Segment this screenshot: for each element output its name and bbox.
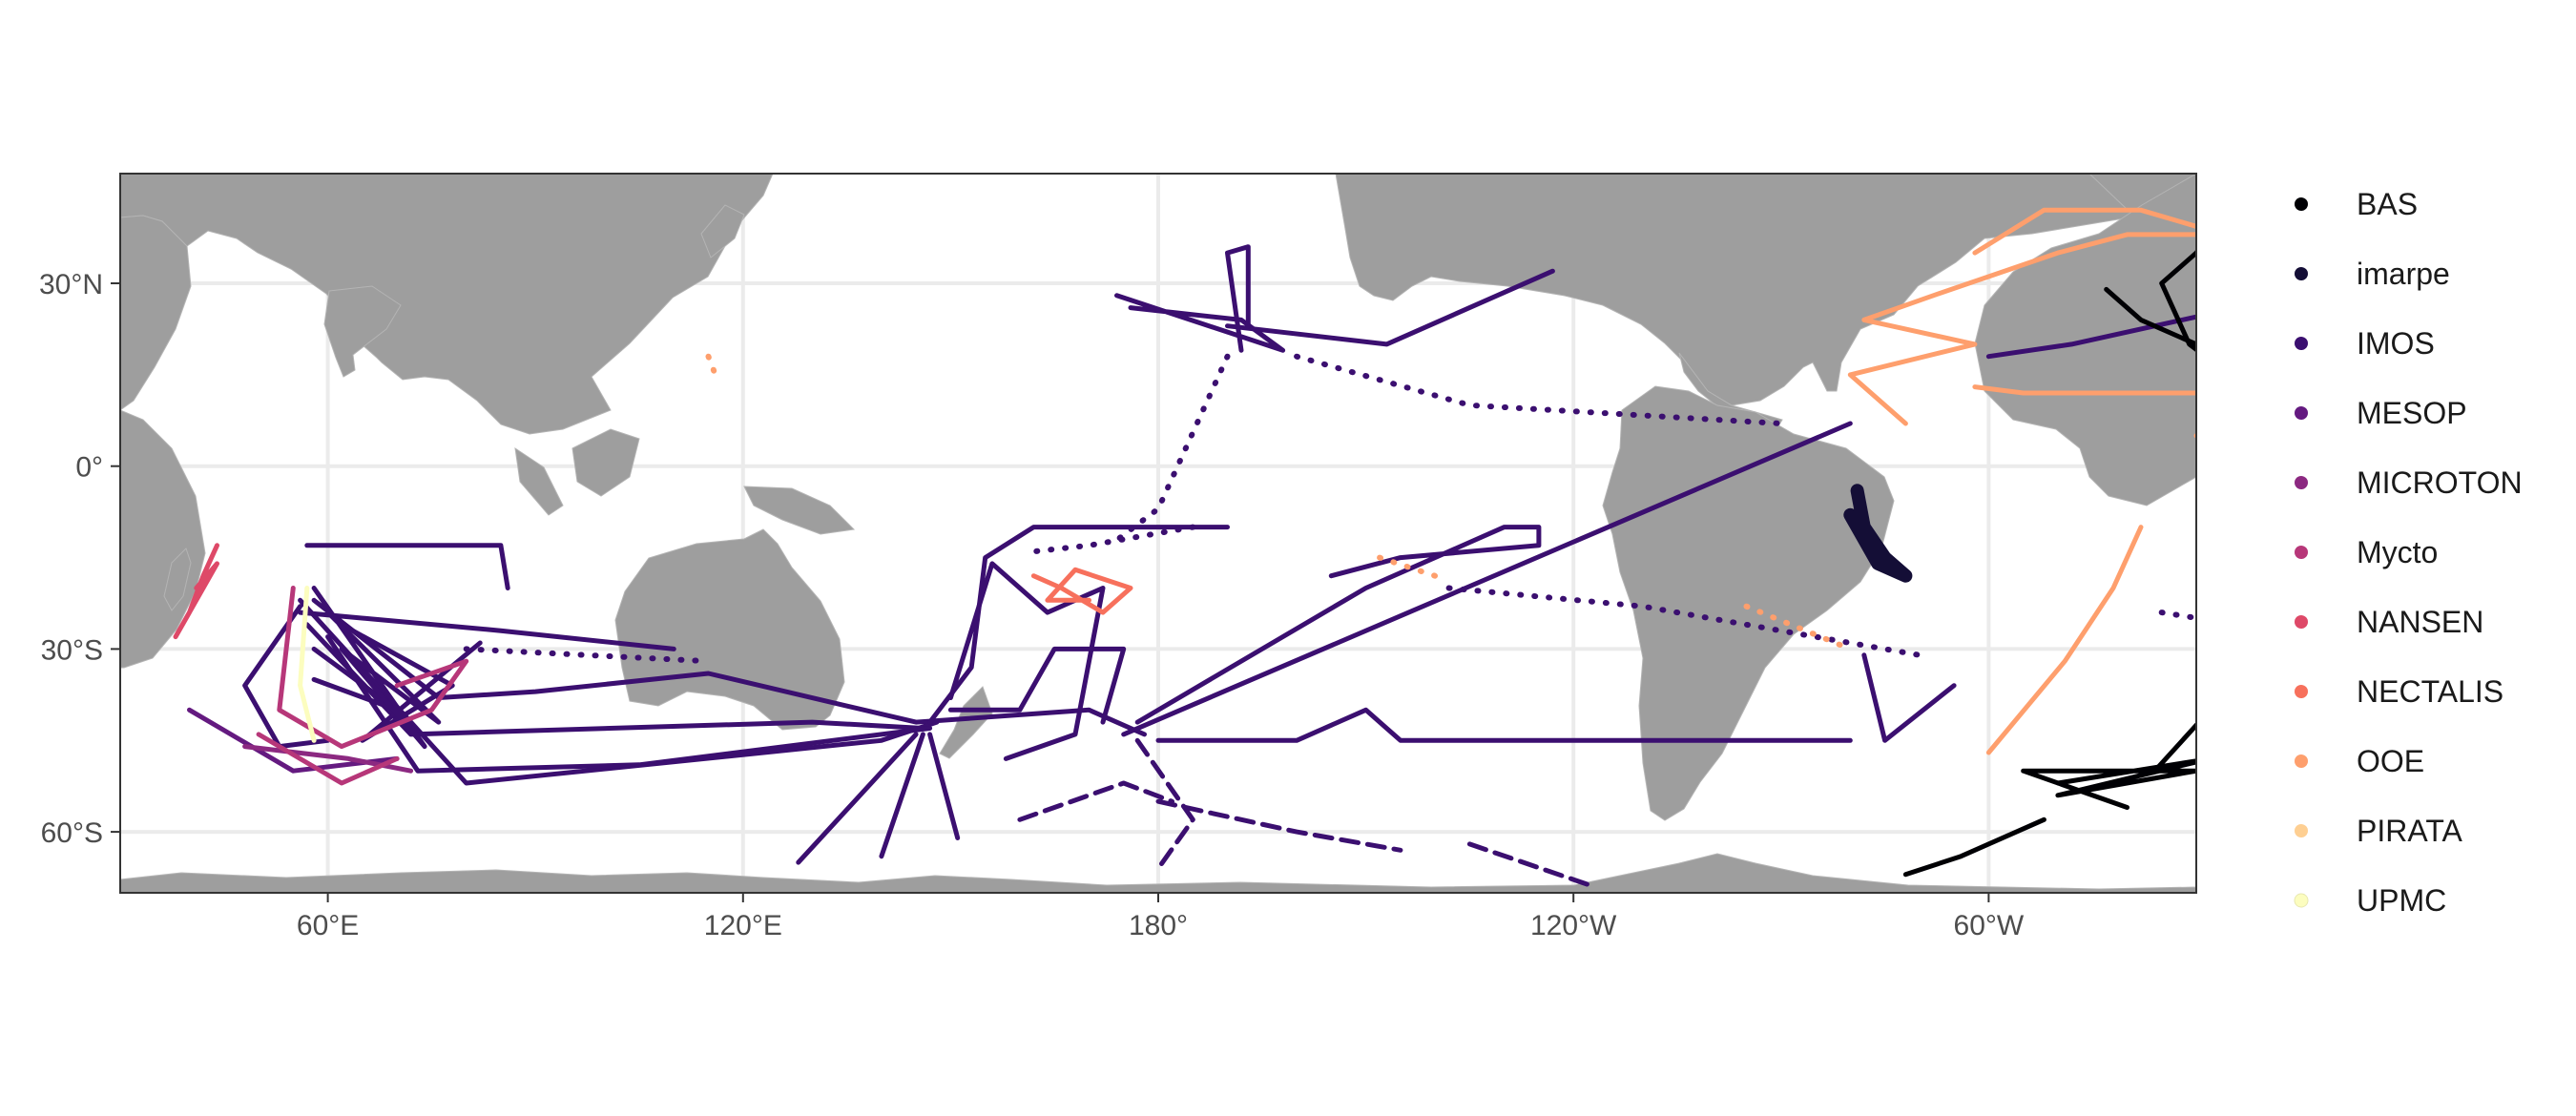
x-tick-label: 120°E <box>704 910 782 941</box>
track-nansen <box>173 543 219 640</box>
y-tick-label: 0° <box>75 452 103 484</box>
legend-label-upmc: UPMC <box>2357 883 2446 918</box>
track-imos <box>1107 353 1231 548</box>
track-imos <box>1466 841 1597 890</box>
y-tick-label: 60°S <box>41 817 103 849</box>
land-layer <box>120 174 2196 893</box>
x-tick-label: 120°W <box>1530 910 1617 941</box>
land-asia <box>120 174 774 435</box>
x-axis: 60°E 120°E 180° 120°W 60°W <box>297 893 2025 941</box>
legend-key-imarpe <box>2295 267 2308 280</box>
legend-label-mycto: Mycto <box>2357 535 2438 569</box>
y-tick-label: 30°S <box>41 634 103 666</box>
legend-label-imarpe: imarpe <box>2357 257 2450 291</box>
track-imarpe <box>1843 484 1913 583</box>
legend-key-pirata <box>2295 824 2308 837</box>
land-arabia-india <box>120 215 192 411</box>
track-ooe <box>1743 603 1854 652</box>
legend-label-pirata: PIRATA <box>2357 814 2462 848</box>
track-bas <box>2021 758 2196 810</box>
track-ooe <box>1847 232 2196 426</box>
legend-key-nectalis <box>2295 685 2308 698</box>
legend-label-imos: IMOS <box>2357 326 2435 361</box>
track-bas <box>2104 286 2196 347</box>
legend-label-mesop: MESOP <box>2357 396 2467 430</box>
track-ooe <box>1377 554 1439 579</box>
track-imos <box>298 610 676 651</box>
land-new-zealand <box>939 686 993 759</box>
track-imos <box>927 732 961 840</box>
x-tick-label: 60°W <box>1954 910 2025 941</box>
track-imos <box>1155 798 1403 853</box>
land-australia <box>614 528 845 731</box>
y-axis: 30°N 0° 30°S 60°S <box>39 269 120 849</box>
land-south-america <box>1602 385 1895 821</box>
map-panel <box>119 173 2197 894</box>
land-antarctica <box>120 853 2196 893</box>
track-imos <box>1030 524 1196 555</box>
track-nectalis <box>1030 567 1133 615</box>
land-madagascar <box>163 548 192 611</box>
legend-label-microton: MICROTON <box>2357 465 2523 500</box>
track-mycto <box>277 586 469 750</box>
track-imos <box>1121 421 1853 737</box>
x-tick-label: 180° <box>1129 910 1188 941</box>
x-tick-label: 60°E <box>297 910 359 941</box>
legend-key-ooe <box>2295 754 2308 768</box>
track-ooe <box>1972 384 2196 396</box>
track-imos <box>1225 244 1251 353</box>
track-ooe <box>705 353 718 378</box>
track-imos <box>1225 268 1555 347</box>
land-japan <box>700 204 745 258</box>
legend: BAS imarpe IMOS MESOP MICROTON Mycto NANSEN NEC… <box>2294 187 2523 918</box>
track-imos <box>1155 707 1853 743</box>
legend-key-bas <box>2295 197 2308 211</box>
legend-key-microton <box>2295 476 2308 489</box>
track-imos <box>796 732 919 865</box>
track-imos <box>879 732 925 859</box>
track-microton <box>242 744 414 774</box>
legend-label-nectalis: NECTALIS <box>2357 674 2503 709</box>
track-imos <box>1985 314 2196 360</box>
land-india <box>323 285 402 378</box>
track-imos <box>463 646 712 665</box>
track-imos <box>1134 737 1195 871</box>
track-ooe <box>1985 525 2144 755</box>
track-imos <box>1861 652 1957 743</box>
legend-key-upmc <box>2294 893 2309 908</box>
land-north-america <box>1335 174 2196 406</box>
track-imos <box>1294 353 1784 426</box>
legend-label-ooe: OOE <box>2357 744 2424 778</box>
track-imos <box>1134 525 1542 725</box>
legend-key-imos <box>2295 337 2308 350</box>
track-ooe <box>1972 207 2196 256</box>
track-bas <box>1902 816 2046 878</box>
legend-label-bas: BAS <box>2357 187 2418 221</box>
survey-tracks <box>173 207 2196 890</box>
legend-key-nansen <box>2295 615 2308 629</box>
track-imos <box>1017 780 1174 822</box>
legend-label-nansen: NANSEN <box>2357 605 2483 639</box>
track-imos <box>304 543 510 590</box>
legend-key-mycto <box>2295 546 2308 559</box>
track-imos <box>1114 293 1286 353</box>
track-mycto <box>256 732 400 786</box>
track-upmc <box>298 586 317 743</box>
y-tick-label: 30°N <box>39 269 103 300</box>
track-imos <box>242 604 331 750</box>
land-new-guinea <box>743 486 856 535</box>
track-imos <box>927 525 1230 725</box>
land-borneo-sumatra <box>514 428 640 516</box>
track-bas <box>2152 248 2196 774</box>
track-imos <box>947 646 1127 725</box>
track-imos <box>325 634 933 774</box>
legend-key-mesop <box>2295 406 2308 420</box>
track-imos <box>339 622 483 743</box>
